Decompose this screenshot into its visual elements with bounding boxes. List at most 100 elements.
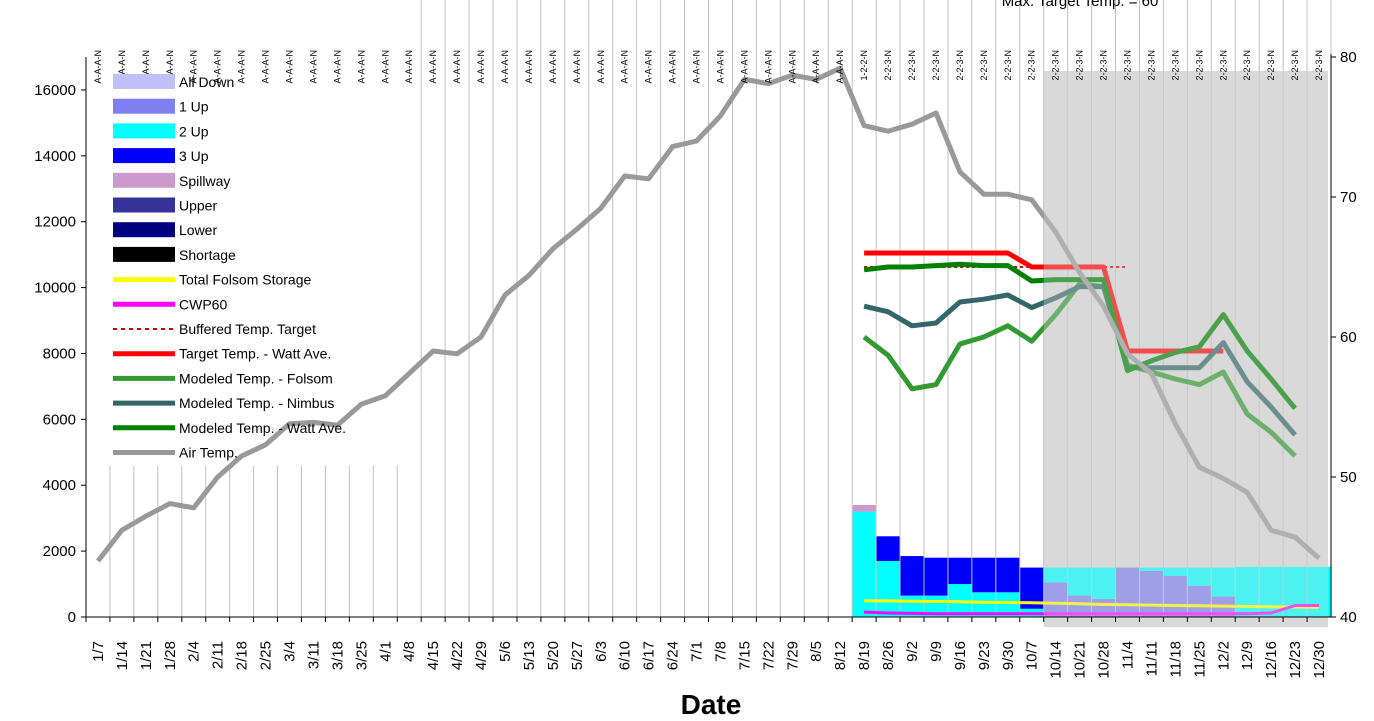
bar-segment xyxy=(1187,567,1211,586)
x-tick-label: 5/20 xyxy=(545,641,562,670)
legend-label: Modeled Temp. - Folsom xyxy=(179,370,333,386)
left-tick-label: 0 xyxy=(68,609,76,626)
legend-swatch xyxy=(113,197,175,213)
series-line xyxy=(863,284,1297,437)
x-tick-label: 8/12 xyxy=(832,641,849,670)
projection-overlay xyxy=(1043,71,1328,627)
top-category-label: A-A-A-N xyxy=(596,50,606,84)
x-tick-label: 6/3 xyxy=(593,641,610,662)
top-category-label: A-A-A-N xyxy=(692,50,702,84)
x-tick-label: 2/4 xyxy=(186,641,203,662)
top-category-label: A-A-A-N xyxy=(404,50,414,84)
left-tick-label: 2000 xyxy=(43,543,76,560)
bar-segment xyxy=(1044,567,1068,583)
legend-label: Upper xyxy=(179,198,217,214)
top-category-label: A-A-A-N xyxy=(356,50,366,84)
series-line xyxy=(864,599,1320,609)
top-category-label: A-A-A-N xyxy=(308,50,318,84)
x-tick-label: 6/10 xyxy=(617,641,634,670)
legend-label: Buffered Temp. Target xyxy=(179,321,316,337)
top-category-label: 2-2-3-N xyxy=(1170,50,1180,81)
x-tick-label: 12/16 xyxy=(1263,641,1280,679)
bar-segment xyxy=(1044,582,1068,617)
x-tick-label: 10/28 xyxy=(1096,641,1113,679)
bar-segment xyxy=(1020,567,1044,609)
top-category-label: 2-2-3-N xyxy=(883,50,893,81)
top-category-label: 1-2-2-N xyxy=(859,50,869,81)
x-tick-label: 10/21 xyxy=(1072,641,1089,679)
x-tick-label: 11/11 xyxy=(1143,641,1160,676)
top-category-label: 2-2-3-N xyxy=(1075,50,1085,81)
top-category-label: A-A-A-N xyxy=(213,50,223,84)
legend-label: Target Temp. - Watt Ave. xyxy=(179,346,331,362)
axis-layer: 0 2000 4000 6000 8000 10000 12000 14000 16000 40 5… xyxy=(34,49,1356,679)
top-category-label: A-A-A-N xyxy=(285,50,295,84)
x-tick-label: 5/6 xyxy=(497,641,514,662)
x-tick-label: 8/19 xyxy=(856,641,873,670)
x-tick-label: 9/2 xyxy=(904,641,921,662)
top-category-label: 2-2-3-N xyxy=(931,50,941,81)
top-category-label: A-A-A-N xyxy=(500,50,510,84)
top-category-label: 2-2-3-N xyxy=(1194,50,1204,81)
bar-segment xyxy=(972,557,996,593)
top-category-label: A-A-A-N xyxy=(524,50,534,84)
bar-segment xyxy=(1092,567,1116,599)
top-category-label: 2-2-3-N xyxy=(1003,50,1013,81)
x-tick-label: 9/16 xyxy=(952,641,969,670)
bar-segment xyxy=(1068,567,1092,596)
x-tick-label: 7/22 xyxy=(760,641,777,670)
bar-segment xyxy=(900,556,924,596)
legend-label: Air Temp. xyxy=(179,445,238,461)
legend-label: Lower xyxy=(179,222,217,238)
x-tick-label: 7/8 xyxy=(712,641,729,662)
legend-swatch xyxy=(113,172,175,188)
bar-segment xyxy=(876,561,900,617)
x-tick-label: 5/13 xyxy=(521,641,538,670)
top-category-label: A-A-A-N xyxy=(428,50,438,84)
x-tick-label: 4/1 xyxy=(377,641,394,662)
bar-segment xyxy=(972,592,996,617)
x-tick-label: 2/25 xyxy=(258,641,275,670)
top-category-label: A-A-A-N xyxy=(165,50,175,84)
x-tick-label: 1/14 xyxy=(114,641,131,670)
top-category-label: A-A-A-N xyxy=(141,50,151,84)
top-category-label: 2-2-3-N xyxy=(1146,50,1156,81)
x-tick-label: 2/11 xyxy=(210,641,227,669)
legend-swatch xyxy=(113,246,175,262)
legend-label: Shortage xyxy=(179,247,236,263)
x-tick-label: 1/7 xyxy=(90,641,107,662)
bar-segment xyxy=(1211,567,1235,597)
top-category-label: A-A-A-N xyxy=(452,50,462,84)
bar-segment xyxy=(876,536,900,561)
x-tick-label: 3/25 xyxy=(353,641,370,670)
top-category-label: 2-2-3-N xyxy=(907,50,917,81)
series-line xyxy=(862,281,1297,458)
series-line xyxy=(863,261,1298,410)
x-tick-label: 12/23 xyxy=(1287,641,1304,679)
x-tick-label: 12/9 xyxy=(1239,641,1256,670)
top-category-label: A-A-A-N xyxy=(189,50,199,84)
x-tick-label: 1/21 xyxy=(138,641,155,670)
top-category-label: 2-2-3-N xyxy=(1242,50,1252,81)
x-tick-label: 9/23 xyxy=(976,641,993,670)
left-tick-label: 10000 xyxy=(34,280,76,297)
top-category-label: A-A-A-N xyxy=(787,50,797,84)
x-tick-label: 7/15 xyxy=(736,641,753,670)
x-tick-label: 12/2 xyxy=(1215,641,1232,670)
legend-label: 1 Up xyxy=(179,99,209,115)
x-tick-label: 6/24 xyxy=(665,641,682,670)
bar-segment xyxy=(948,557,972,585)
bar-segment xyxy=(1163,567,1187,576)
top-category-label: A-A-A-N xyxy=(117,50,127,84)
top-category-label: 2-2-3-N xyxy=(979,50,989,81)
x-tick-label: 5/27 xyxy=(569,641,586,670)
bar-segment xyxy=(1259,566,1283,617)
gridline-layer xyxy=(85,0,1332,617)
x-tick-label: 11/25 xyxy=(1191,641,1208,677)
x-tick-label: 4/15 xyxy=(425,641,442,670)
bar-segment xyxy=(996,557,1020,593)
x-tick-label: 8/5 xyxy=(808,641,825,662)
legend-label: Modeled Temp. - Watt Ave. xyxy=(179,420,346,436)
x-tick-label: 4/29 xyxy=(473,641,490,670)
